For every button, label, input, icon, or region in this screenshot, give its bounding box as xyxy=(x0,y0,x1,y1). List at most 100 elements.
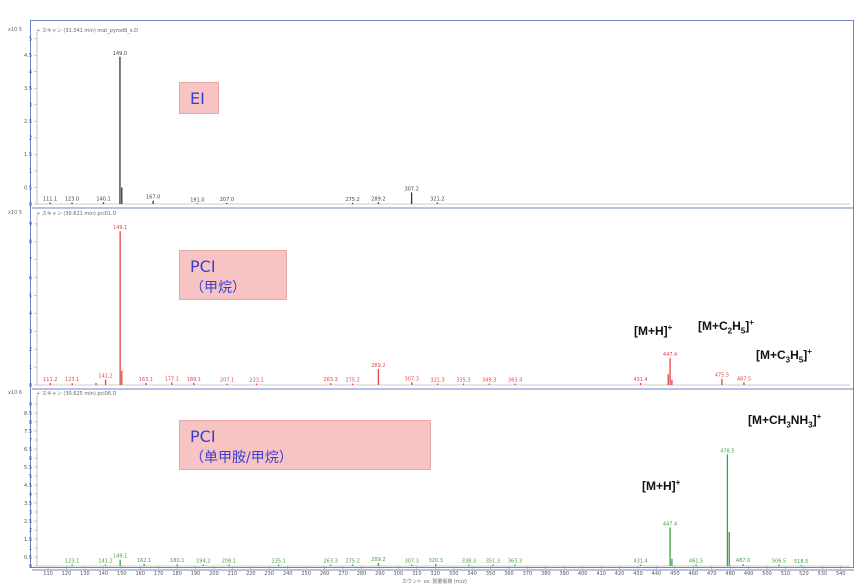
peak-label: 289.2 xyxy=(371,557,385,563)
x-tick-label: 300 xyxy=(394,571,404,577)
y-tick-label: 8 xyxy=(29,420,32,426)
y-tick-label: 5 xyxy=(29,474,32,480)
x-tick-label: 350 xyxy=(486,571,496,577)
peak-label: 207.1 xyxy=(220,378,234,384)
x-axis-label: カウント vs. 質量電荷 (m/z) xyxy=(402,579,468,585)
x-tick-label: 530 xyxy=(818,571,828,577)
y-tick-label: 7.5 xyxy=(24,429,32,435)
y-tick-label: 7 xyxy=(29,258,32,264)
panel3-exponent: x10 6 xyxy=(8,390,23,396)
spectrum-frame xyxy=(30,20,854,568)
peak-label: 275.2 xyxy=(345,197,359,203)
peak-label: 111.2 xyxy=(43,377,57,383)
peak-label: 289.2 xyxy=(371,196,385,202)
peak-label: 307.2 xyxy=(404,186,418,192)
panel1-exponent: x10 5 xyxy=(8,27,23,33)
ei-label-box: EI xyxy=(179,82,219,114)
peak-label: 180.1 xyxy=(170,558,184,564)
peak-label: 149.1 xyxy=(113,554,127,560)
peak-label: 123.1 xyxy=(65,559,79,565)
peak-label: 163.1 xyxy=(139,377,153,383)
peak-label: 111.1 xyxy=(43,197,57,203)
x-tick-label: 450 xyxy=(670,571,680,577)
annotation-mch3nh3: [M+CH3NH3]+ xyxy=(748,412,822,430)
annotation-mc3h5: [M+C3H5]+ xyxy=(756,347,812,365)
peak-label: 208.1 xyxy=(222,559,236,565)
y-tick-label: 0.5 xyxy=(24,555,32,561)
peak-label: 289.2 xyxy=(371,363,385,369)
panel2-exponent: x10 5 xyxy=(8,210,23,216)
peak-label: 263.3 xyxy=(324,559,338,565)
x-tick-label: 410 xyxy=(596,571,606,577)
peak-label: 518.5 xyxy=(794,559,808,565)
y-tick-label: 3 xyxy=(29,329,32,335)
x-tick-label: 220 xyxy=(246,571,256,577)
x-tick-label: 320 xyxy=(430,571,440,577)
y-tick-label: 2.5 xyxy=(24,519,32,525)
y-tick-label: 1.5 xyxy=(24,152,32,158)
x-tick-label: 260 xyxy=(320,571,330,577)
y-tick-label: 3.5 xyxy=(24,501,32,507)
pci-methane-box: PCI （甲烷） xyxy=(179,250,287,300)
peak-label: 363.3 xyxy=(508,559,522,565)
y-tick-label: 9 xyxy=(29,402,32,408)
peak-label: 194.2 xyxy=(196,559,210,565)
peak-label: 487.5 xyxy=(737,376,751,382)
x-tick-label: 440 xyxy=(652,571,662,577)
x-tick-label: 160 xyxy=(135,571,145,577)
peak-label: 447.4 xyxy=(663,521,677,527)
y-tick-label: 4 xyxy=(29,311,32,317)
y-tick-label: 4 xyxy=(29,69,32,75)
y-tick-label: 5.5 xyxy=(24,465,32,471)
y-tick-label: 1 xyxy=(29,546,32,552)
pci-methylamine-sublabel: （单甲胺/甲烷） xyxy=(190,450,293,466)
y-tick-label: 2.5 xyxy=(24,119,32,125)
x-tick-label: 190 xyxy=(191,571,201,577)
x-tick-label: 250 xyxy=(301,571,311,577)
y-tick-label: 8.5 xyxy=(24,411,32,417)
peak-label: 207.0 xyxy=(220,197,234,203)
y-tick-label: 0 xyxy=(29,383,32,389)
peak-label: 487.0 xyxy=(736,558,750,564)
peak-label: 475.5 xyxy=(715,373,729,379)
x-tick-label: 210 xyxy=(228,571,238,577)
x-tick-label: 390 xyxy=(559,571,569,577)
y-tick-label: 4 xyxy=(29,492,32,498)
x-tick-label: 500 xyxy=(762,571,772,577)
peak-label: 478.5 xyxy=(720,448,734,454)
x-tick-label: 130 xyxy=(80,571,90,577)
x-tick-label: 540 xyxy=(836,571,846,577)
peak-label: 191.0 xyxy=(190,197,204,203)
peak-label: 177.1 xyxy=(165,376,179,382)
peak-label: 140.1 xyxy=(96,196,110,202)
pci-methylamine-box: PCI （单甲胺/甲烷） xyxy=(179,420,431,470)
x-tick-label: 340 xyxy=(467,571,477,577)
panel3-title: + スキャン (30.625 min) pci06.D xyxy=(36,391,117,397)
x-tick-label: 510 xyxy=(781,571,791,577)
y-tick-label: 6 xyxy=(29,456,32,462)
peak-label: 275.2 xyxy=(345,378,359,384)
peak-label: 447.4 xyxy=(663,352,677,358)
x-tick-label: 430 xyxy=(633,571,643,577)
x-tick-label: 110 xyxy=(43,571,53,577)
y-tick-label: 0 xyxy=(29,564,32,570)
peak-label: 167.0 xyxy=(146,195,160,201)
y-tick-label: 8 xyxy=(29,240,32,246)
x-tick-label: 140 xyxy=(99,571,109,577)
peak-label: 338.3 xyxy=(462,559,476,565)
peak-label: 263.3 xyxy=(324,377,338,383)
pci-methylamine-label: PCI xyxy=(190,427,216,446)
x-tick-label: 370 xyxy=(523,571,533,577)
x-tick-label: 180 xyxy=(172,571,182,577)
x-tick-label: 400 xyxy=(578,571,588,577)
y-tick-label: 9 xyxy=(29,222,32,228)
x-tick-label: 460 xyxy=(689,571,699,577)
peak-label: 149.1 xyxy=(113,225,127,231)
peak-label: 307.3 xyxy=(405,559,419,565)
y-tick-label: 3 xyxy=(29,103,32,109)
x-tick-label: 150 xyxy=(117,571,127,577)
x-tick-label: 170 xyxy=(154,571,164,577)
peak-label: 307.3 xyxy=(405,376,419,382)
peak-label: 123.1 xyxy=(65,377,79,383)
